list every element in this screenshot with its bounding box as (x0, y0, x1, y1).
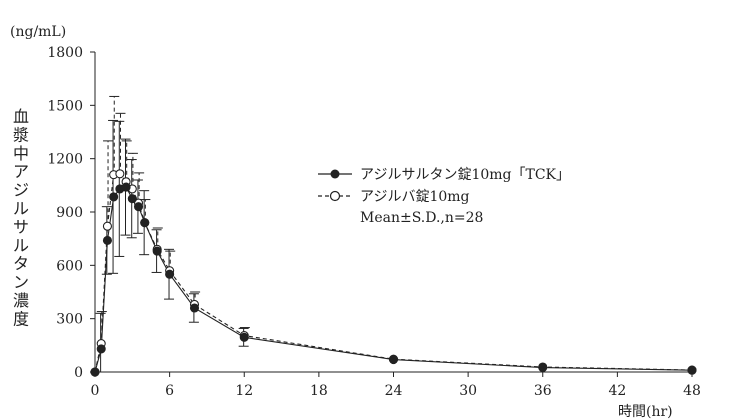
legend-marker-azilva (329, 190, 341, 202)
x-tick-label: 48 (683, 383, 701, 399)
y-axis-title-char: ジ (13, 181, 29, 200)
x-tick-label: 0 (91, 383, 100, 399)
series-line-0 (94, 186, 693, 373)
y-axis-title-char: 中 (13, 144, 29, 163)
y-tick-label: 300 (56, 312, 83, 328)
x-tick-label: 36 (534, 383, 552, 399)
x-tick-label: 30 (459, 383, 477, 399)
y-tick-label: 900 (56, 205, 83, 221)
y-axis-title-char: 度 (13, 309, 29, 328)
data-point-0 (121, 182, 131, 192)
y-axis-title-char: タ (13, 254, 29, 273)
data-point-0 (102, 235, 112, 245)
data-point-1 (102, 221, 112, 231)
x-tick-label: 18 (310, 383, 328, 399)
y-axis-title-char: 濃 (13, 291, 29, 310)
data-point-0 (388, 355, 399, 365)
y-axis-title-char: 血 (13, 107, 29, 126)
y-tick-label: 0 (74, 365, 83, 381)
data-point-0 (140, 218, 150, 228)
x-tick-label: 6 (165, 383, 174, 399)
y-axis-title-char: ル (13, 199, 29, 218)
y-axis-title-char: ン (13, 273, 29, 292)
data-point-0 (152, 246, 162, 256)
series-line-1 (94, 173, 693, 373)
legend-label-tck: アジルサルタン錠10mg「TCK」 (360, 167, 570, 183)
data-point-0 (127, 194, 137, 204)
data-point-0 (189, 303, 200, 313)
data-point-0 (538, 363, 548, 373)
error-bars (95, 95, 250, 373)
data-point-0 (687, 365, 697, 375)
y-unit-label: (ng/mL) (10, 24, 66, 40)
y-tick-label: 600 (56, 258, 83, 274)
data-point-0 (109, 192, 119, 202)
data-point-0 (165, 269, 175, 279)
legend-marker-tck (330, 169, 340, 179)
data-points (90, 169, 697, 377)
series-lines (94, 173, 693, 373)
data-point-0 (239, 332, 249, 342)
data-point-0 (133, 202, 144, 212)
y-axis-title-char: ル (13, 236, 29, 255)
x-tick-label: 24 (385, 383, 403, 399)
ticks: 0 6 12 18 24 30 36 42 48 0 300 600 900 1200 1500 1800 (47, 45, 701, 399)
y-axis-title-char: 漿 (13, 125, 29, 144)
y-axis-title-char: サ (13, 217, 29, 236)
data-point-1 (115, 169, 125, 179)
legend: アジルサルタン錠10mg「TCK」 アジルバ錠10mg Mean±S.D.,n=… (318, 167, 570, 226)
y-tick-label: 1200 (47, 152, 83, 168)
y-tick-label: 1500 (47, 98, 83, 114)
legend-label-azilva: アジルバ錠10mg (360, 189, 470, 205)
y-tick-label: 1800 (47, 45, 83, 61)
x-tick-label: 42 (608, 383, 626, 399)
x-tick-label: 12 (235, 383, 253, 399)
y-axis-title-char: ア (13, 162, 29, 181)
x-unit-label: 時間(hr) (618, 404, 673, 419)
stats-annotation: Mean±S.D.,n=28 (360, 210, 483, 226)
data-point-0 (96, 344, 106, 354)
data-point-0 (90, 367, 100, 377)
